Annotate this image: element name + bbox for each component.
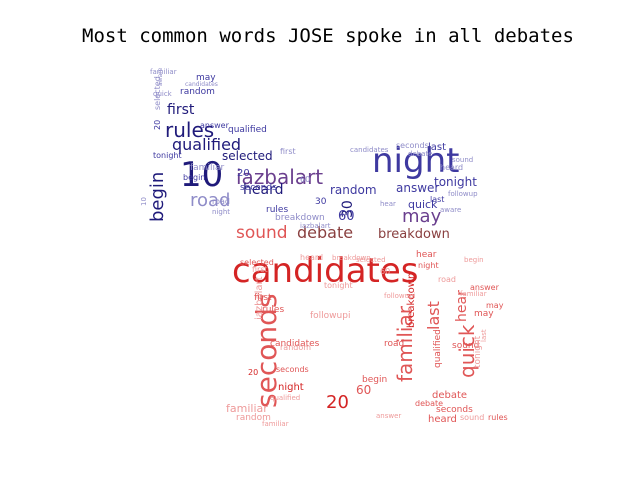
cloud-word-bottom: debate xyxy=(415,399,443,408)
cloud-word-top: 60 xyxy=(338,209,355,224)
cloud-word-top: begin xyxy=(183,173,205,182)
cloud-word-bottom: breakdown xyxy=(332,254,371,262)
cloud-word-top: sound xyxy=(452,156,473,164)
cloud-word-bottom: sound xyxy=(460,413,484,422)
cloud-word-top: tonight xyxy=(153,151,182,160)
cloud-word-bottom: 60 xyxy=(356,383,371,397)
cloud-word-bottom: begin xyxy=(464,256,484,264)
cloud-word-top: familiar xyxy=(190,163,224,173)
cloud-word-top: hear xyxy=(380,200,396,208)
cloud-word-top: night xyxy=(212,208,230,216)
cloud-word-top: 20 xyxy=(153,120,162,130)
cloud-word-top: heard xyxy=(440,163,463,172)
cloud-word-top: road xyxy=(212,197,230,206)
cloud-word-bottom: may xyxy=(474,309,494,319)
cloud-word-bottom: seconds xyxy=(276,365,309,374)
cloud-word-bottom: heard xyxy=(300,253,323,262)
cloud-word-bottom: rules xyxy=(262,305,284,315)
cloud-word-top: 60 xyxy=(300,175,310,184)
cloud-word-top: candidates xyxy=(350,146,389,154)
cloud-word-top: answer xyxy=(200,121,230,130)
cloud-word-top: iazbalart xyxy=(300,222,331,230)
cloud-word-bottom: first xyxy=(252,265,268,274)
cloud-word-top: quick xyxy=(153,90,173,98)
cloud-word-bottom: tonight xyxy=(324,281,353,290)
cloud-word-top: qualified xyxy=(228,125,267,135)
cloud-word-top: selected xyxy=(222,149,273,163)
cloud-word-bottom: followupi xyxy=(384,292,416,300)
cloud-word-top: first xyxy=(167,102,195,118)
cloud-word-bottom: night xyxy=(278,382,304,393)
cloud-word-top: 10 xyxy=(140,197,148,206)
cloud-word-bottom: followupi xyxy=(310,311,350,321)
cloud-word-top: tonight xyxy=(434,175,477,189)
cloud-word-bottom: random xyxy=(280,343,311,352)
cloud-word-top: seconds xyxy=(396,141,429,150)
cloud-word-top: followup xyxy=(448,190,478,198)
cloud-word-top: aware xyxy=(157,67,164,86)
cloud-word-bottom: last xyxy=(480,329,488,342)
cloud-word-top: begin xyxy=(147,172,168,222)
cloud-word-top: seconds xyxy=(240,183,277,193)
cloud-word-top: 20 xyxy=(237,168,250,179)
cloud-word-top: breakdown xyxy=(378,227,450,242)
cloud-word-bottom: familiar xyxy=(226,402,268,415)
cloud-word-bottom: last xyxy=(424,301,443,330)
cloud-word-bottom: answer xyxy=(376,412,401,420)
cloud-word-bottom: begin xyxy=(362,375,387,385)
cloud-word-bottom: 60 xyxy=(380,267,390,276)
cloud-word-top: random xyxy=(180,87,215,97)
cloud-word-bottom: 20 xyxy=(326,392,349,413)
cloud-word-bottom: breakdown xyxy=(406,273,417,328)
cloud-word-bottom: familiar xyxy=(262,420,289,428)
cloud-word-bottom: night xyxy=(418,261,439,270)
cloud-word-bottom: qualified xyxy=(433,329,443,368)
cloud-word-top: candidates xyxy=(185,81,218,88)
cloud-word-bottom: rules xyxy=(488,413,508,422)
cloud-word-top: first xyxy=(280,147,296,156)
cloud-word-bottom: familiar xyxy=(460,290,487,298)
cloud-word-top: 30 xyxy=(315,197,327,207)
cloud-word-bottom: qualified xyxy=(270,394,300,402)
cloud-word-bottom: road xyxy=(438,275,456,284)
cloud-word-bottom: hear xyxy=(416,250,437,260)
cloud-word-bottom: road xyxy=(384,339,404,349)
cloud-word-top: random xyxy=(330,183,377,197)
cloud-word-bottom: first xyxy=(254,293,272,303)
cloud-word-top: sound xyxy=(236,223,288,243)
cloud-word-bottom: 20 xyxy=(248,368,258,377)
cloud-word-top: last xyxy=(430,195,444,204)
cloud-word-top: debate xyxy=(408,150,433,158)
cloud-word-bottom: may xyxy=(486,301,504,310)
cloud-word-bottom: heard xyxy=(428,414,457,425)
cloud-word-top: answer xyxy=(396,181,439,195)
cloud-word-top: aware xyxy=(440,206,461,214)
